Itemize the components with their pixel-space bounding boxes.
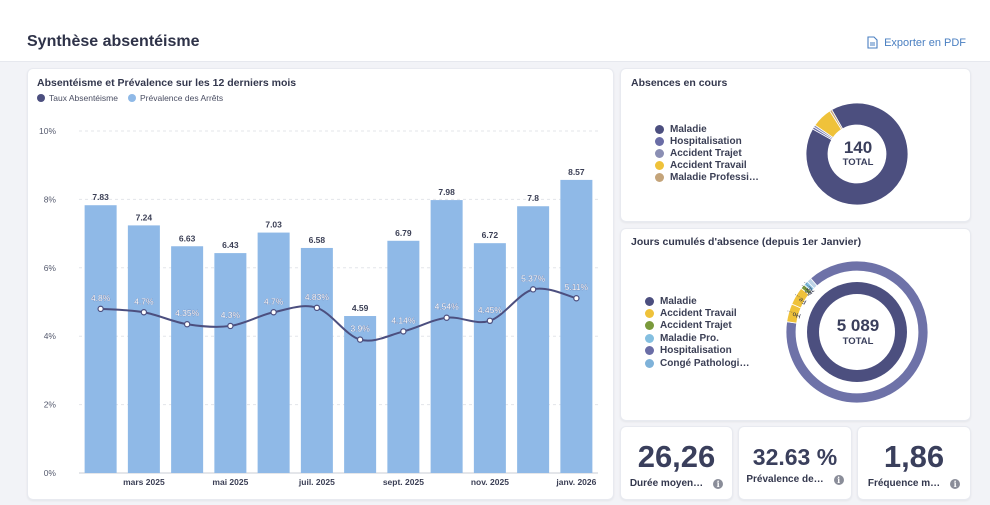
legend-item[interactable]: Maladie Professi… [655, 172, 759, 184]
absences-total-label: TOTAL [842, 157, 874, 168]
info-icon[interactable]: i [713, 478, 724, 489]
legend-item[interactable]: Hospitalisation [655, 135, 759, 147]
legend-dot [127, 94, 136, 102]
absences-total: 140 [843, 138, 873, 157]
export-pdf-label: Exporter en PDF [884, 36, 966, 49]
legend-label: Hospitalisation [670, 135, 742, 147]
info-icon[interactable]: i [833, 474, 844, 485]
legend-label: Maladie Professi… [670, 172, 759, 184]
page-header: Synthèse absentéisme Exporter en PDF [0, 0, 990, 62]
kpi-value: 32.63 % [752, 444, 838, 470]
legend-item[interactable]: Maladie [655, 123, 759, 135]
legend-dot [645, 333, 654, 343]
legend-item[interactable]: Accident Trajet [645, 320, 749, 332]
legend-dot [645, 296, 654, 306]
legend-label: Maladie [660, 295, 697, 307]
legend-dot [37, 94, 45, 102]
chart-title: Absentéisme et Prévalence sur les 12 der… [37, 77, 297, 89]
jours-total-label: TOTAL [842, 336, 874, 347]
export-pdf-button[interactable]: Exporter en PDF [867, 36, 966, 49]
legend-item[interactable]: Maladie Pro. [645, 332, 749, 344]
chart-legend: Taux Absentéisme Prévalence des Arrêts [37, 93, 223, 103]
legend-item[interactable]: Maladie [645, 295, 749, 307]
jours-total: 5 089 [836, 316, 880, 335]
jours-title: Jours cumulés d'absence (depuis 1er Janv… [631, 236, 862, 248]
legend-item[interactable]: Congé Pathologi… [645, 357, 749, 369]
legend-dot [645, 346, 654, 356]
kpi-card-frequence: 1,86 Fréquence m… i [857, 426, 971, 500]
kpi-value: 1,86 [883, 439, 945, 474]
kpi-label: Durée moyen… i [621, 478, 732, 489]
jours-legend: Maladie Accident Travail Accident Trajet Ma… [645, 295, 749, 369]
kpi-label: Fréquence m… i [858, 478, 970, 489]
legend-dot [655, 148, 664, 158]
legend-label: Maladie [670, 123, 707, 135]
legend-item-prevalence[interactable]: Prévalence des Arrêts [127, 93, 223, 103]
legend-label: Congé Pathologi… [660, 357, 750, 369]
legend-dot [655, 136, 664, 146]
kpi-value: 26,26 [637, 439, 716, 474]
legend-item[interactable]: Accident Trajet [655, 147, 759, 159]
kpi-label: Prévalence de… i [739, 474, 851, 485]
kpi-card-duree: 26,26 Durée moyen… i [620, 426, 733, 500]
legend-dot [655, 161, 664, 171]
legend-item-absenteeism[interactable]: Taux Absentéisme [37, 93, 118, 103]
absences-legend: Maladie Hospitalisation Accident Trajet Acc… [655, 123, 759, 184]
legend-item[interactable]: Accident Travail [645, 307, 749, 319]
legend-label: Hospitalisation [660, 345, 732, 357]
absenteeism-chart-card [27, 68, 614, 500]
legend-dot [645, 321, 654, 331]
legend-dot [645, 309, 654, 319]
info-icon[interactable]: i [950, 478, 961, 489]
document-icon [867, 36, 878, 49]
absences-title: Absences en cours [631, 77, 728, 89]
legend-dot [655, 124, 664, 134]
page-title: Synthèse absentéisme [27, 33, 200, 50]
legend-item[interactable]: Hospitalisation [645, 345, 749, 357]
legend-label: Accident Travail [670, 160, 747, 172]
absences-card [620, 68, 971, 222]
legend-dot [655, 173, 664, 183]
legend-label: Accident Travail [660, 308, 737, 320]
legend-label: Maladie Pro. [660, 332, 719, 344]
legend-dot [645, 358, 654, 368]
kpi-card-prevalence: 32.63 % Prévalence de… i [738, 426, 852, 500]
legend-label: Accident Trajet [670, 147, 742, 159]
legend-item[interactable]: Accident Travail [655, 160, 759, 172]
legend-label: Accident Trajet [660, 320, 732, 332]
